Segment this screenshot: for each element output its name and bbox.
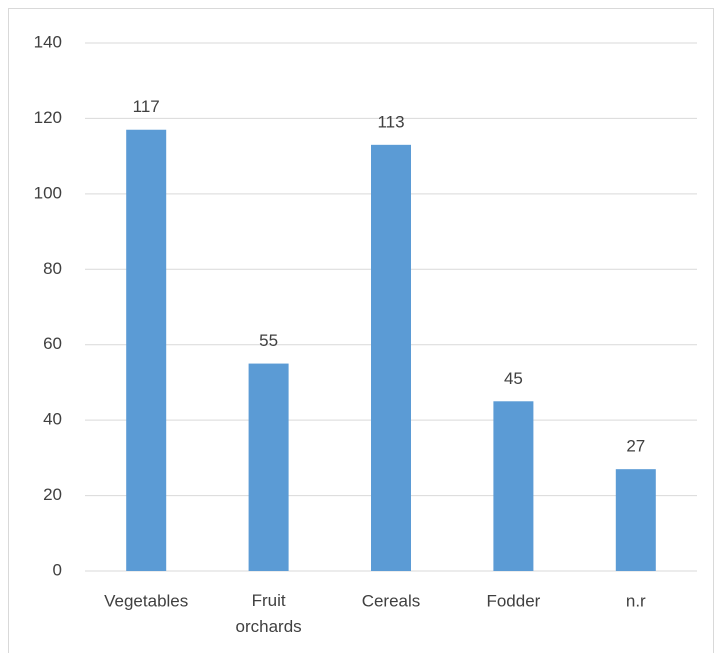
data-label: 113: [377, 112, 404, 131]
bar: [126, 129, 167, 571]
y-tick-label: 120: [34, 108, 62, 127]
x-tick-label: Cereals: [362, 591, 421, 610]
bar: [248, 363, 289, 571]
y-tick-label: 140: [34, 32, 62, 51]
y-tick-label: 40: [43, 410, 62, 429]
bar: [493, 401, 534, 571]
data-label: 27: [626, 437, 645, 456]
y-tick-label: 80: [43, 259, 62, 278]
y-tick-label: 100: [34, 183, 62, 202]
y-tick-label: 60: [43, 334, 62, 353]
x-tick-label: Vegetables: [104, 591, 188, 610]
y-tick-label: 20: [43, 485, 62, 504]
x-tick-label: Fruit orchards: [236, 591, 302, 636]
data-label: 55: [259, 331, 278, 350]
x-tick-label: Fodder: [486, 591, 540, 610]
chart-border: [8, 8, 714, 653]
data-label: 117: [133, 97, 160, 116]
bar: [371, 144, 411, 572]
y-tick-label: 0: [53, 560, 62, 579]
data-label: 45: [504, 369, 523, 388]
x-tick-label: n.r: [626, 591, 646, 610]
bar: [615, 469, 656, 571]
